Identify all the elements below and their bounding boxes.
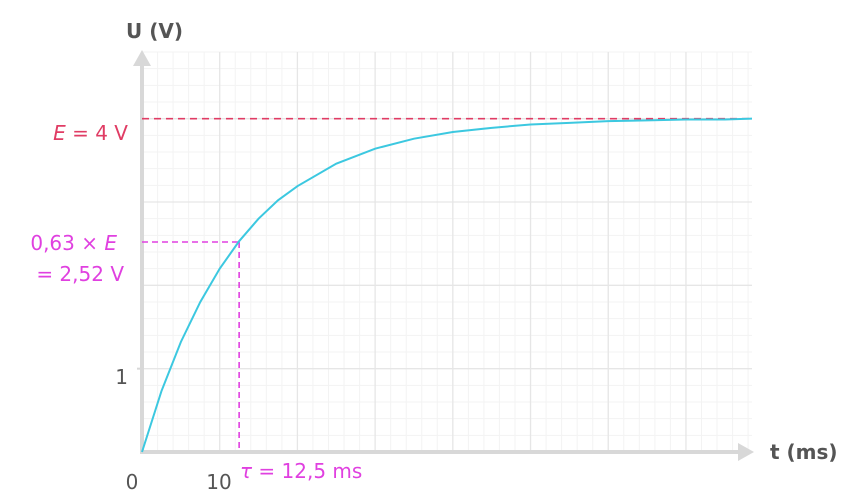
- tau-x-label-symbol: τ: [240, 459, 253, 483]
- tau-x-label: τ = 12,5 ms: [240, 459, 362, 483]
- tau-y-label-text: 0,63 ×: [30, 231, 104, 255]
- x-axis-arrow: [738, 443, 754, 461]
- x-tick-label-10: 10: [206, 470, 231, 494]
- x-tick-label-0: 0: [126, 470, 139, 494]
- tau-y-label-line1: 0,63 × E: [30, 231, 117, 255]
- axes: [133, 50, 754, 461]
- tau-y-label-symbol: E: [104, 231, 117, 255]
- y-tick-label-1: 1: [115, 365, 128, 389]
- grid: [142, 51, 752, 452]
- charging-curve: [141, 117, 753, 453]
- tau-y-label-line2: = 2,52 V: [36, 262, 124, 286]
- guide-lines: [137, 117, 752, 452]
- x-axis-label: t (ms): [770, 440, 838, 464]
- asymptote-label-symbol: E: [53, 121, 66, 145]
- tau-x-label-value: = 12,5 ms: [252, 459, 362, 483]
- y-axis-label: U (V): [126, 19, 183, 43]
- asymptote-label: E = 4 V: [53, 121, 128, 145]
- asymptote-label-value: = 4 V: [66, 121, 129, 145]
- y-axis-arrow: [133, 50, 151, 66]
